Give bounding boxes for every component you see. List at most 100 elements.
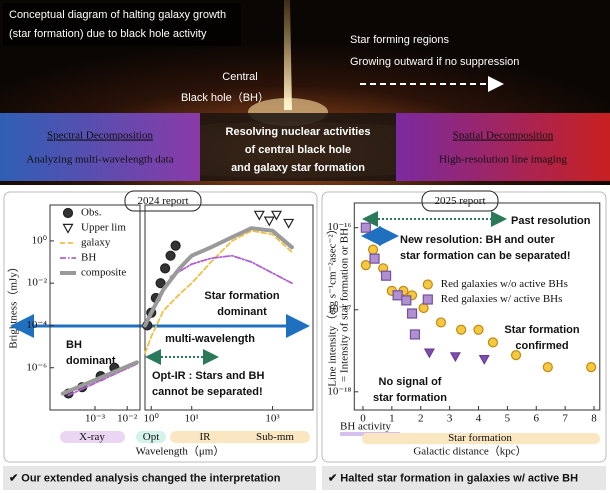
- y-axis-label: = Intensity of star formation or BH: [339, 228, 351, 382]
- y-axis-label: Line intensity（erg s⁻¹cm⁻²asec⁻²）: [326, 223, 339, 386]
- y-tick-label: 10⁻⁴: [26, 319, 47, 331]
- band-label: X-ray: [79, 431, 105, 443]
- band-label: IR: [200, 431, 212, 443]
- footer-text: ✔ Our extended analysis changed the inte…: [9, 472, 281, 484]
- x-tick-label: 2: [418, 413, 424, 425]
- banner-center: [200, 113, 396, 181]
- data-point: [367, 244, 379, 255]
- data-point: [409, 329, 421, 340]
- x-tick-label: 4: [476, 413, 482, 425]
- banner-center-text: Resolving nuclear activities: [226, 126, 371, 138]
- footer-box: [3, 466, 316, 490]
- annotation: No signal of: [379, 376, 442, 388]
- band-label: Star formation: [448, 432, 512, 444]
- data-point: [510, 350, 522, 361]
- banner-center-text: of central black hole: [245, 144, 351, 156]
- plot-frame: [144, 204, 314, 411]
- data-point: [423, 348, 435, 359]
- banner-subtitle: High-resolution line imaging: [439, 154, 567, 166]
- banner-title: Spectral Decomposition: [47, 130, 154, 142]
- legend-label: Obs.: [81, 207, 102, 219]
- x-axis-label: Wavelength（μm）: [136, 445, 225, 458]
- legend-swatch: [62, 223, 74, 234]
- y-tick-label: 10⁻⁶: [26, 361, 47, 373]
- region-label: Growing outward if no suppression: [350, 56, 519, 68]
- data-point: [165, 250, 176, 261]
- legend-label: composite: [81, 267, 126, 279]
- data-point: [270, 210, 283, 221]
- bh-label: Central: [222, 71, 257, 83]
- x-tick-label: 10⁻³: [85, 413, 106, 425]
- legend-label: galaxy: [81, 237, 111, 249]
- annotation: Star formation: [204, 290, 279, 302]
- data-point: [392, 290, 403, 301]
- x-tick-label: 6: [534, 413, 540, 425]
- x-tick-label: 10³: [265, 413, 280, 425]
- legend-swatch: [422, 279, 433, 290]
- footer-text: ✔ Halted star formation in galaxies w/ a…: [328, 472, 578, 484]
- annotation: Past resolution: [511, 215, 591, 227]
- data-point: [542, 361, 553, 373]
- x-tick-label: 10⁻²: [117, 413, 138, 425]
- report-label: 2025 report: [434, 195, 485, 207]
- y-tick-label: 10⁰: [32, 234, 48, 246]
- data-point: [401, 295, 412, 306]
- data-point: [170, 240, 181, 251]
- data-point: [360, 260, 371, 271]
- data-point: [369, 253, 380, 264]
- data-point: [487, 337, 499, 348]
- legend-swatch: [62, 207, 74, 219]
- x-tick-label: 1: [389, 413, 395, 425]
- banner-left: [0, 113, 200, 181]
- data-point: [478, 354, 490, 365]
- data-point: [360, 222, 371, 233]
- data-point: [456, 324, 467, 335]
- band: [136, 431, 166, 443]
- data-point: [380, 270, 392, 281]
- x-axis-label: Galactic distance（kpc）: [413, 445, 526, 458]
- x-tick-label: 8: [591, 413, 597, 425]
- data-point: [435, 317, 447, 328]
- annotation: dominant: [217, 306, 267, 318]
- x-tick-label: 7: [562, 413, 568, 425]
- caption-box: [3, 3, 241, 46]
- y-axis-label: Brightness（mJy）: [7, 261, 20, 348]
- annotation: star formation: [373, 392, 447, 404]
- x-tick-label: 10¹: [185, 413, 199, 425]
- annotation: star formation can be separated!: [400, 250, 571, 262]
- legend-swatch: [422, 294, 433, 305]
- y-tick-label: 10⁻¹⁶: [327, 221, 351, 233]
- banner-center-text: and galaxy star formation: [231, 162, 365, 174]
- data-point: [263, 216, 275, 227]
- annotation: New resolution: BH and outer: [400, 234, 555, 246]
- region-label: Star forming regions: [350, 34, 450, 46]
- data-point: [283, 218, 295, 229]
- data-point: [586, 361, 597, 373]
- jet: [284, 0, 292, 110]
- plot-frame: [353, 202, 601, 411]
- data-point: [473, 324, 484, 335]
- y-tick-label: 10⁻¹⁸: [327, 385, 351, 397]
- report-badge: [124, 190, 202, 212]
- report-label: 2024 report: [137, 195, 188, 207]
- annotation: cannot be separated!: [152, 386, 263, 398]
- banner-title: Spatial Decomposition: [453, 130, 554, 142]
- band: [362, 433, 600, 444]
- legend-label: Red galaxies w/ active BHs: [441, 293, 563, 305]
- series-line: [144, 229, 293, 354]
- annotation: confirmed: [515, 340, 568, 352]
- band: [60, 431, 125, 443]
- annotation: multi-wavelength: [165, 333, 255, 345]
- series-line: [60, 226, 294, 396]
- x-tick-label: 0: [360, 413, 366, 425]
- data-point: [418, 302, 429, 314]
- footer-box: [322, 466, 606, 490]
- bh-label: Black hole（BH）: [181, 91, 269, 104]
- legend-label: BH: [81, 252, 96, 264]
- caption: (star formation) due to black hole activ…: [9, 28, 207, 40]
- data-point: [160, 263, 171, 274]
- x-tick-label: 3: [447, 413, 453, 425]
- annotation: Opt-IR : Stars and BH: [152, 370, 265, 382]
- legend-label: Red galaxies w/o active BHs: [441, 278, 568, 290]
- band-label: Opt: [143, 431, 160, 443]
